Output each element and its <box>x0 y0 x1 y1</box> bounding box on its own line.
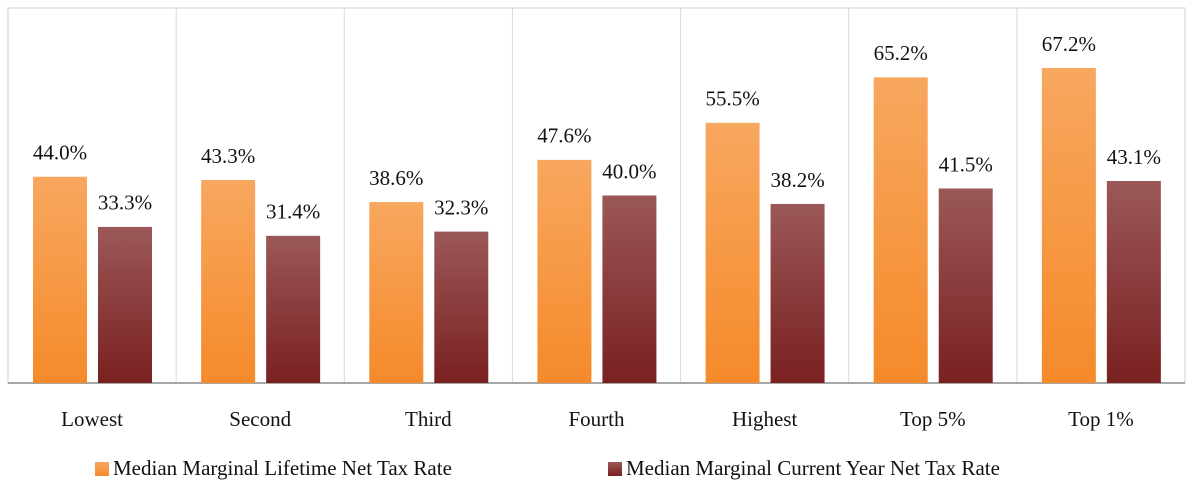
x-tick-label: Lowest <box>61 407 123 431</box>
bar <box>770 203 825 383</box>
bar <box>98 226 152 383</box>
data-label: 65.2% <box>874 41 928 65</box>
bar <box>1041 68 1096 383</box>
bar <box>266 235 321 383</box>
x-tick-label: Fourth <box>568 407 625 431</box>
data-label: 40.0% <box>602 159 656 183</box>
data-label: 32.3% <box>434 195 488 219</box>
bar <box>33 176 87 383</box>
legend-swatch <box>608 462 622 476</box>
data-label: 43.1% <box>1107 145 1161 169</box>
x-tick-label: Top 5% <box>900 407 966 431</box>
legend-swatch <box>95 462 109 476</box>
data-label: 47.6% <box>537 124 591 148</box>
x-tick-label: Highest <box>732 407 797 431</box>
bar <box>201 180 256 383</box>
bar <box>602 195 657 383</box>
x-tick-label: Top 1% <box>1068 407 1134 431</box>
x-tick-label: Second <box>229 407 291 431</box>
plot-area <box>7 7 1186 384</box>
data-label: 55.5% <box>705 87 759 111</box>
bar <box>938 188 993 383</box>
data-label: 31.4% <box>266 200 320 224</box>
data-label: 67.2% <box>1042 32 1096 56</box>
bar <box>873 77 928 383</box>
bar <box>369 202 424 383</box>
x-tick-label: Third <box>405 407 452 431</box>
data-label: 38.6% <box>369 166 423 190</box>
data-label: 43.3% <box>201 144 255 168</box>
bar <box>434 231 489 383</box>
data-label: 41.5% <box>939 152 993 176</box>
data-label: 38.2% <box>770 168 824 192</box>
legend-label: Median Marginal Current Year Net Tax Rat… <box>626 456 1000 480</box>
bar <box>1106 180 1161 383</box>
legend-label: Median Marginal Lifetime Net Tax Rate <box>113 456 452 480</box>
bar <box>537 159 592 383</box>
data-label: 44.0% <box>33 141 87 165</box>
data-label: 33.3% <box>98 191 152 215</box>
bar <box>705 122 760 383</box>
